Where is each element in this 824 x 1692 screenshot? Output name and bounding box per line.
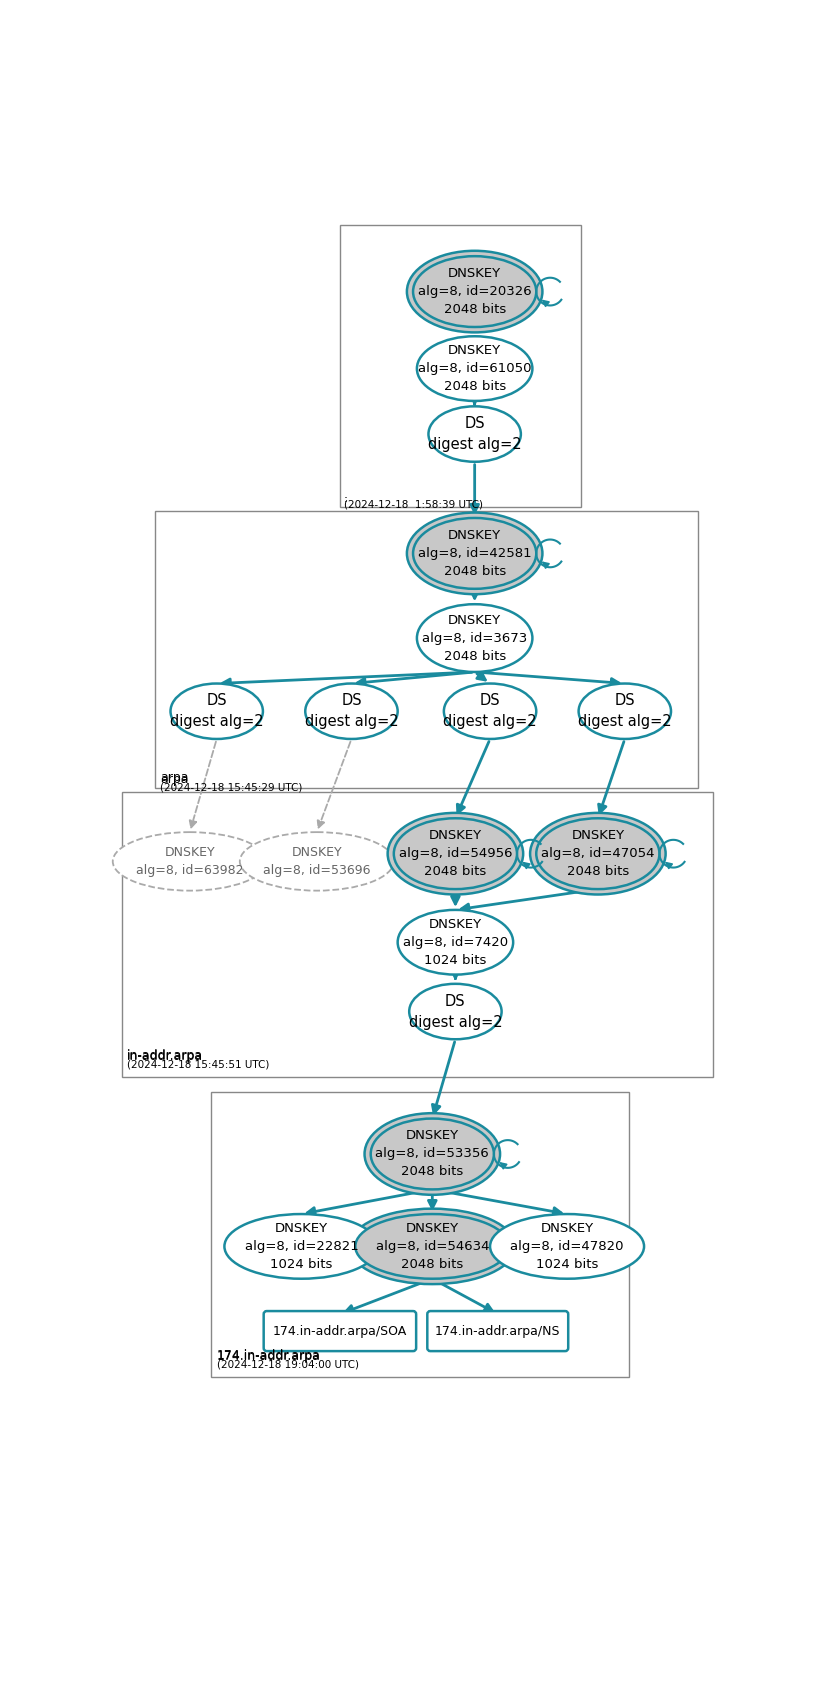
Text: DNSKEY
alg=8, id=7420
1024 bits: DNSKEY alg=8, id=7420 1024 bits [403, 917, 508, 966]
Text: DNSKEY
alg=8, id=63982: DNSKEY alg=8, id=63982 [136, 846, 244, 876]
Ellipse shape [224, 1215, 378, 1279]
Ellipse shape [349, 1208, 516, 1284]
Ellipse shape [407, 513, 542, 594]
Text: (2024-12-18  1:58:39 UTC): (2024-12-18 1:58:39 UTC) [344, 499, 483, 509]
Ellipse shape [371, 1118, 494, 1189]
Ellipse shape [240, 832, 394, 890]
Text: DS
digest alg=2: DS digest alg=2 [578, 694, 672, 729]
Ellipse shape [413, 255, 536, 327]
Ellipse shape [355, 1215, 509, 1279]
Ellipse shape [536, 819, 659, 888]
Text: arpa: arpa [161, 772, 189, 785]
Text: DS
digest alg=2: DS digest alg=2 [443, 694, 537, 729]
Bar [211, 1093, 629, 1377]
Ellipse shape [578, 684, 671, 739]
Ellipse shape [407, 250, 542, 332]
Text: (2024-12-18 19:04:00 UTC): (2024-12-18 19:04:00 UTC) [217, 1360, 358, 1369]
Ellipse shape [530, 812, 666, 895]
Text: 174.in-addr.arpa/NS: 174.in-addr.arpa/NS [435, 1325, 560, 1338]
Text: (2024-12-18 15:45:51 UTC): (2024-12-18 15:45:51 UTC) [127, 1059, 269, 1069]
Text: in-addr.arpa: in-addr.arpa [127, 1049, 203, 1061]
Ellipse shape [444, 684, 536, 739]
Text: DNSKEY
alg=8, id=42581
2048 bits: DNSKEY alg=8, id=42581 2048 bits [418, 530, 531, 579]
Text: .: . [344, 487, 348, 501]
Ellipse shape [387, 812, 523, 895]
Text: DNSKEY
alg=8, id=53356
2048 bits: DNSKEY alg=8, id=53356 2048 bits [376, 1130, 489, 1179]
Ellipse shape [413, 518, 536, 589]
Ellipse shape [398, 910, 513, 975]
Ellipse shape [410, 983, 502, 1039]
Ellipse shape [490, 1215, 644, 1279]
Text: DNSKEY
alg=8, id=54634
2048 bits: DNSKEY alg=8, id=54634 2048 bits [376, 1222, 489, 1271]
Text: DNSKEY
alg=8, id=53696: DNSKEY alg=8, id=53696 [263, 846, 371, 876]
FancyBboxPatch shape [428, 1311, 569, 1352]
FancyBboxPatch shape [264, 1311, 416, 1352]
Bar [122, 792, 714, 1078]
Text: 174.in-addr.arpa/SOA: 174.in-addr.arpa/SOA [273, 1325, 407, 1338]
Text: DS
digest alg=2: DS digest alg=2 [409, 993, 502, 1029]
Text: 174.in-addr.arpa: 174.in-addr.arpa [217, 1350, 321, 1364]
Bar [155, 511, 698, 788]
Ellipse shape [113, 832, 267, 890]
Text: DNSKEY
alg=8, id=54956
2048 bits: DNSKEY alg=8, id=54956 2048 bits [399, 829, 513, 878]
Ellipse shape [417, 337, 532, 401]
Text: DNSKEY
alg=8, id=47054
2048 bits: DNSKEY alg=8, id=47054 2048 bits [541, 829, 654, 878]
Ellipse shape [417, 604, 532, 672]
Text: DNSKEY
alg=8, id=3673
2048 bits: DNSKEY alg=8, id=3673 2048 bits [422, 614, 527, 663]
Text: DS
digest alg=2: DS digest alg=2 [170, 694, 264, 729]
Ellipse shape [394, 819, 517, 888]
Ellipse shape [428, 406, 521, 462]
Text: DS
digest alg=2: DS digest alg=2 [428, 416, 522, 452]
Text: DNSKEY
alg=8, id=20326
2048 bits: DNSKEY alg=8, id=20326 2048 bits [418, 267, 531, 316]
Ellipse shape [171, 684, 263, 739]
Ellipse shape [305, 684, 398, 739]
Text: (2024-12-18 15:45:29 UTC): (2024-12-18 15:45:29 UTC) [161, 782, 303, 792]
Text: DNSKEY
alg=8, id=22821
1024 bits: DNSKEY alg=8, id=22821 1024 bits [245, 1222, 358, 1271]
Bar [340, 225, 581, 508]
Text: arpa: arpa [161, 773, 189, 785]
Text: in-addr.arpa: in-addr.arpa [127, 1051, 203, 1063]
Text: .: . [344, 492, 348, 504]
Text: 174.in-addr.arpa: 174.in-addr.arpa [217, 1349, 321, 1362]
Text: DNSKEY
alg=8, id=61050
2048 bits: DNSKEY alg=8, id=61050 2048 bits [418, 343, 531, 393]
Text: DS
digest alg=2: DS digest alg=2 [305, 694, 398, 729]
Text: DNSKEY
alg=8, id=47820
1024 bits: DNSKEY alg=8, id=47820 1024 bits [510, 1222, 624, 1271]
Ellipse shape [364, 1113, 500, 1195]
